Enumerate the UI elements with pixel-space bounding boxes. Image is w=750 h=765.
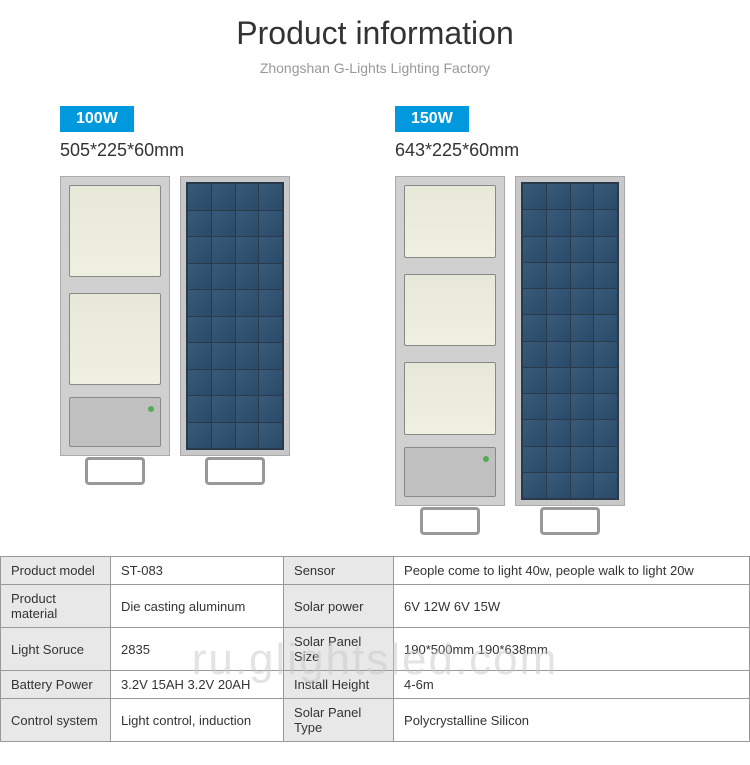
spec-value: 4-6m (394, 671, 750, 699)
wattage-badge: 100W (60, 106, 134, 132)
spec-label: Sensor (284, 557, 394, 585)
product-images (60, 176, 355, 456)
table-row: Light Soruce 2835 Solar Panel Size 190*5… (1, 628, 750, 671)
light-front-view (395, 176, 505, 506)
spec-label: Battery Power (1, 671, 111, 699)
mount-bracket-icon (420, 507, 480, 535)
mount-bracket-icon (205, 457, 265, 485)
spec-value: 3.2V 15AH 3.2V 20AH (111, 671, 284, 699)
led-panel-icon (404, 362, 496, 435)
spec-table: Product model ST-083 Sensor People come … (0, 556, 750, 742)
light-front-view (60, 176, 170, 456)
products-container: 100W 505*225*60mm 150W 643*225*60mm (0, 76, 750, 526)
spec-value: 2835 (111, 628, 284, 671)
led-panel-icon (404, 274, 496, 347)
spec-label: Product model (1, 557, 111, 585)
wattage-badge: 150W (395, 106, 469, 132)
page-subtitle: Zhongshan G-Lights Lighting Factory (0, 60, 750, 76)
table-row: Control system Light control, induction … (1, 699, 750, 742)
spec-label: Light Soruce (1, 628, 111, 671)
spec-label: Control system (1, 699, 111, 742)
led-panel-icon (404, 185, 496, 258)
spec-value: Polycrystalline Silicon (394, 699, 750, 742)
solar-panel-icon (186, 182, 284, 450)
solar-back-view (515, 176, 625, 506)
mount-bracket-icon (85, 457, 145, 485)
led-panel-icon (69, 293, 161, 385)
table-row: Product model ST-083 Sensor People come … (1, 557, 750, 585)
spec-label: Install Height (284, 671, 394, 699)
mount-bracket-icon (540, 507, 600, 535)
spec-label: Product material (1, 585, 111, 628)
spec-label: Solar Panel Type (284, 699, 394, 742)
spec-label: Solar power (284, 585, 394, 628)
solar-back-view (180, 176, 290, 456)
dimensions-text: 505*225*60mm (60, 140, 355, 161)
spec-value: 190*500mm 190*638mm (394, 628, 750, 671)
table-row: Product material Die casting aluminum So… (1, 585, 750, 628)
product-images (395, 176, 690, 506)
spec-value: 6V 12W 6V 15W (394, 585, 750, 628)
control-box-icon (69, 397, 161, 447)
spec-value: Die casting aluminum (111, 585, 284, 628)
table-row: Battery Power 3.2V 15AH 3.2V 20AH Instal… (1, 671, 750, 699)
led-panel-icon (69, 185, 161, 277)
dimensions-text: 643*225*60mm (395, 140, 690, 161)
page-title: Product information (0, 15, 750, 52)
product-150w: 150W 643*225*60mm (395, 106, 690, 506)
spec-value: ST-083 (111, 557, 284, 585)
control-box-icon (404, 447, 496, 497)
spec-value: Light control, induction (111, 699, 284, 742)
solar-panel-icon (521, 182, 619, 500)
spec-label: Solar Panel Size (284, 628, 394, 671)
header: Product information Zhongshan G-Lights L… (0, 0, 750, 76)
spec-value: People come to light 40w, people walk to… (394, 557, 750, 585)
product-100w: 100W 505*225*60mm (60, 106, 355, 506)
